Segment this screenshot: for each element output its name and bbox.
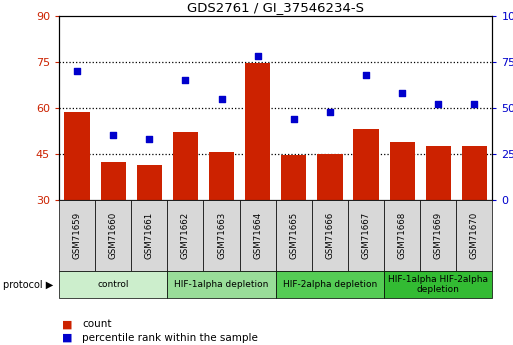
Point <box>434 101 442 107</box>
Text: GSM71660: GSM71660 <box>109 212 117 259</box>
Point <box>253 53 262 59</box>
Bar <box>136 165 162 200</box>
Text: GSM71668: GSM71668 <box>398 212 407 259</box>
Bar <box>245 63 270 200</box>
Text: ■: ■ <box>62 319 72 329</box>
Text: HIF-1alpha depletion: HIF-1alpha depletion <box>174 280 269 289</box>
Text: percentile rank within the sample: percentile rank within the sample <box>82 333 258 343</box>
Text: GSM71669: GSM71669 <box>434 212 443 259</box>
Point <box>145 136 153 142</box>
Title: GDS2761 / GI_37546234-S: GDS2761 / GI_37546234-S <box>187 1 364 14</box>
Text: GSM71665: GSM71665 <box>289 212 298 259</box>
Bar <box>426 146 451 200</box>
Text: GSM71670: GSM71670 <box>470 212 479 259</box>
Text: GSM71661: GSM71661 <box>145 212 154 259</box>
Text: GSM71663: GSM71663 <box>217 212 226 259</box>
Bar <box>353 129 379 200</box>
Text: control: control <box>97 280 129 289</box>
Point <box>326 109 334 114</box>
Point <box>470 101 479 107</box>
Text: GSM71664: GSM71664 <box>253 212 262 259</box>
Bar <box>209 152 234 200</box>
Bar <box>101 162 126 200</box>
Point <box>218 96 226 101</box>
Text: GSM71666: GSM71666 <box>325 212 334 259</box>
Bar <box>462 146 487 200</box>
Bar <box>173 132 198 200</box>
Bar <box>65 112 90 200</box>
Text: GSM71659: GSM71659 <box>72 212 82 259</box>
Text: GSM71667: GSM71667 <box>362 212 370 259</box>
Text: count: count <box>82 319 112 329</box>
Point <box>109 133 117 138</box>
Text: HIF-2alpha depletion: HIF-2alpha depletion <box>283 280 377 289</box>
Point <box>73 68 81 73</box>
Point <box>290 116 298 122</box>
Text: HIF-1alpha HIF-2alpha
depletion: HIF-1alpha HIF-2alpha depletion <box>388 275 488 294</box>
Point <box>398 90 406 96</box>
Text: GSM71662: GSM71662 <box>181 212 190 259</box>
Point <box>362 72 370 77</box>
Text: ■: ■ <box>62 333 72 343</box>
Point <box>181 77 189 83</box>
Bar <box>317 154 343 200</box>
Bar <box>389 142 415 200</box>
Text: protocol ▶: protocol ▶ <box>3 280 53 289</box>
Bar <box>281 156 306 200</box>
